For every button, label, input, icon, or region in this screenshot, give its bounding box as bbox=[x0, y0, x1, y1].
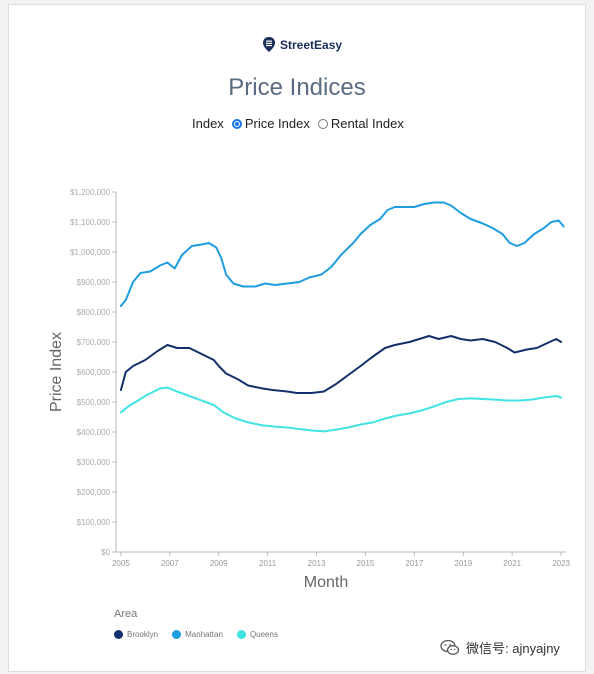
streeteasy-logo-icon bbox=[263, 37, 275, 52]
series-line-manhattan bbox=[119, 201, 565, 307]
legend-swatch-queens bbox=[236, 630, 246, 639]
watermark: 微信号: ajnyajny bbox=[440, 638, 560, 657]
series-line-brooklyn bbox=[119, 335, 563, 394]
x-axis-label: Month bbox=[304, 574, 348, 591]
y-tick-label: $1,100,000 bbox=[70, 218, 111, 227]
price-index-label: Price Index bbox=[244, 116, 310, 131]
y-tick-label: $1,200,000 bbox=[70, 188, 111, 197]
y-tick-label: $0 bbox=[101, 548, 110, 557]
y-tick-label: $100,000 bbox=[77, 518, 111, 527]
legend: Brooklyn Manhattan Queens bbox=[114, 630, 292, 639]
legend-label-manhattan: Manhattan bbox=[185, 630, 223, 639]
y-tick-label: $300,000 bbox=[77, 458, 111, 467]
radio-unselected-icon[interactable] bbox=[317, 118, 328, 129]
rental-index-radio[interactable]: Rental Index bbox=[317, 116, 404, 131]
index-label: Index bbox=[192, 116, 224, 131]
x-tick-label: 2005 bbox=[112, 559, 130, 568]
watermark-text: 微信号: ajnyajny bbox=[466, 641, 560, 656]
radio-selected-icon[interactable] bbox=[231, 118, 242, 129]
legend-item-manhattan[interactable]: Manhattan bbox=[172, 630, 223, 639]
chart-card bbox=[8, 4, 586, 672]
y-tick-label: $800,000 bbox=[77, 308, 111, 317]
legend-item-brooklyn[interactable]: Brooklyn bbox=[114, 630, 158, 639]
price-index-radio[interactable]: Price Index bbox=[231, 116, 310, 131]
y-tick-label: $1,000,000 bbox=[70, 248, 111, 257]
x-tick-label: 2007 bbox=[161, 559, 179, 568]
x-tick-label: 2011 bbox=[259, 559, 277, 568]
x-tick-label: 2013 bbox=[308, 559, 326, 568]
x-tick-label: 2021 bbox=[503, 559, 521, 568]
y-axis-label: Price Index bbox=[48, 332, 65, 412]
x-tick-label: 2015 bbox=[357, 559, 375, 568]
legend-swatch-manhattan bbox=[172, 630, 182, 639]
y-tick-label: $400,000 bbox=[77, 428, 111, 437]
x-tick-label: 2019 bbox=[454, 559, 472, 568]
index-selector: Index Price Index Rental Index bbox=[192, 116, 412, 131]
wechat-icon bbox=[440, 639, 460, 655]
x-tick-label: 2017 bbox=[405, 559, 423, 568]
brand-logo: StreetEasy bbox=[262, 37, 342, 53]
chart-title: Price Indices bbox=[228, 74, 366, 101]
series-line-queens bbox=[119, 386, 563, 433]
legend-swatch-brooklyn bbox=[114, 630, 123, 639]
y-tick-label: $200,000 bbox=[77, 488, 111, 497]
legend-label-queens: Queens bbox=[249, 630, 278, 639]
x-tick-label: 2009 bbox=[210, 559, 228, 568]
y-tick-label: $900,000 bbox=[77, 278, 111, 287]
legend-title: Area bbox=[114, 608, 138, 620]
y-tick-label: $700,000 bbox=[77, 338, 111, 347]
y-tick-label: $600,000 bbox=[77, 368, 111, 377]
legend-label-brooklyn: Brooklyn bbox=[127, 630, 159, 639]
y-tick-label: $500,000 bbox=[77, 398, 111, 407]
rental-index-label: Rental Index bbox=[330, 116, 404, 131]
brand-name: StreetEasy bbox=[280, 38, 343, 52]
legend-item-queens[interactable]: Queens bbox=[236, 630, 278, 639]
x-tick-label: 2023 bbox=[552, 559, 570, 568]
